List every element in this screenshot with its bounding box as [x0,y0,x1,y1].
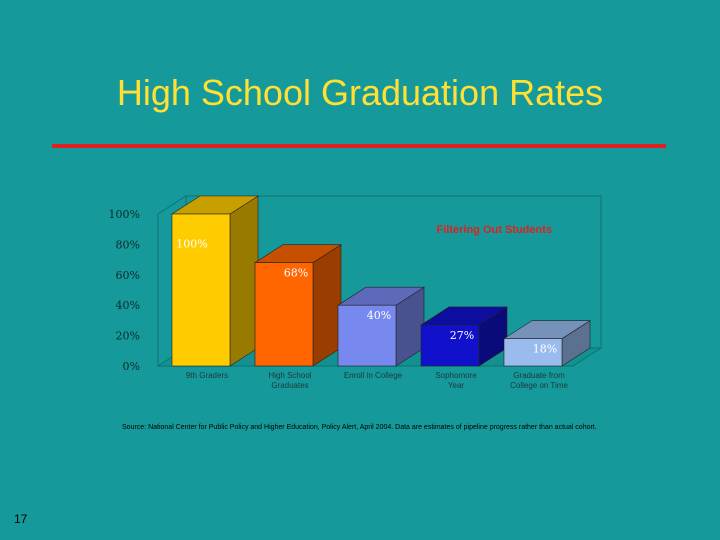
y-axis-top-line [157,195,187,215]
y-tick-label: 40% [116,299,140,312]
slide-title: High School Graduation Rates [116,72,604,113]
bar [171,213,231,367]
x-category-label: High School [268,371,311,380]
bar-value-label: 18% [533,343,557,356]
bar-value-label: 100% [176,237,207,250]
bar-side [312,244,342,367]
x-category-label: 9th Graders [186,371,228,380]
page-number: 17 [14,512,28,526]
x-category-label: Sophomore [435,371,477,380]
x-category-label: Graduate from [513,371,565,380]
y-tick-label: 0% [123,360,140,373]
title-underline [52,144,666,148]
bar [503,338,563,367]
y-tick-label: 100% [109,208,140,221]
y-tick-label: 60% [116,269,140,282]
bar [337,304,397,367]
x-category-label: Graduates [271,381,308,390]
x-category-label: Year [448,381,465,390]
chart-annotation: Filtering Out Students [437,224,553,236]
bar-value-label: 68% [284,267,308,280]
bar [420,324,480,367]
bar-side [229,195,259,367]
bar-value-label: 27% [450,329,474,342]
bar-value-label: 40% [367,309,391,322]
y-tick-label: 20% [116,330,140,343]
x-category-label: Enroll in College [344,371,403,380]
x-category-label: College on Time [510,381,568,390]
bar [254,262,314,367]
y-tick-label: 80% [116,238,140,251]
source-note: Source: National Center for Public Polic… [122,424,597,431]
